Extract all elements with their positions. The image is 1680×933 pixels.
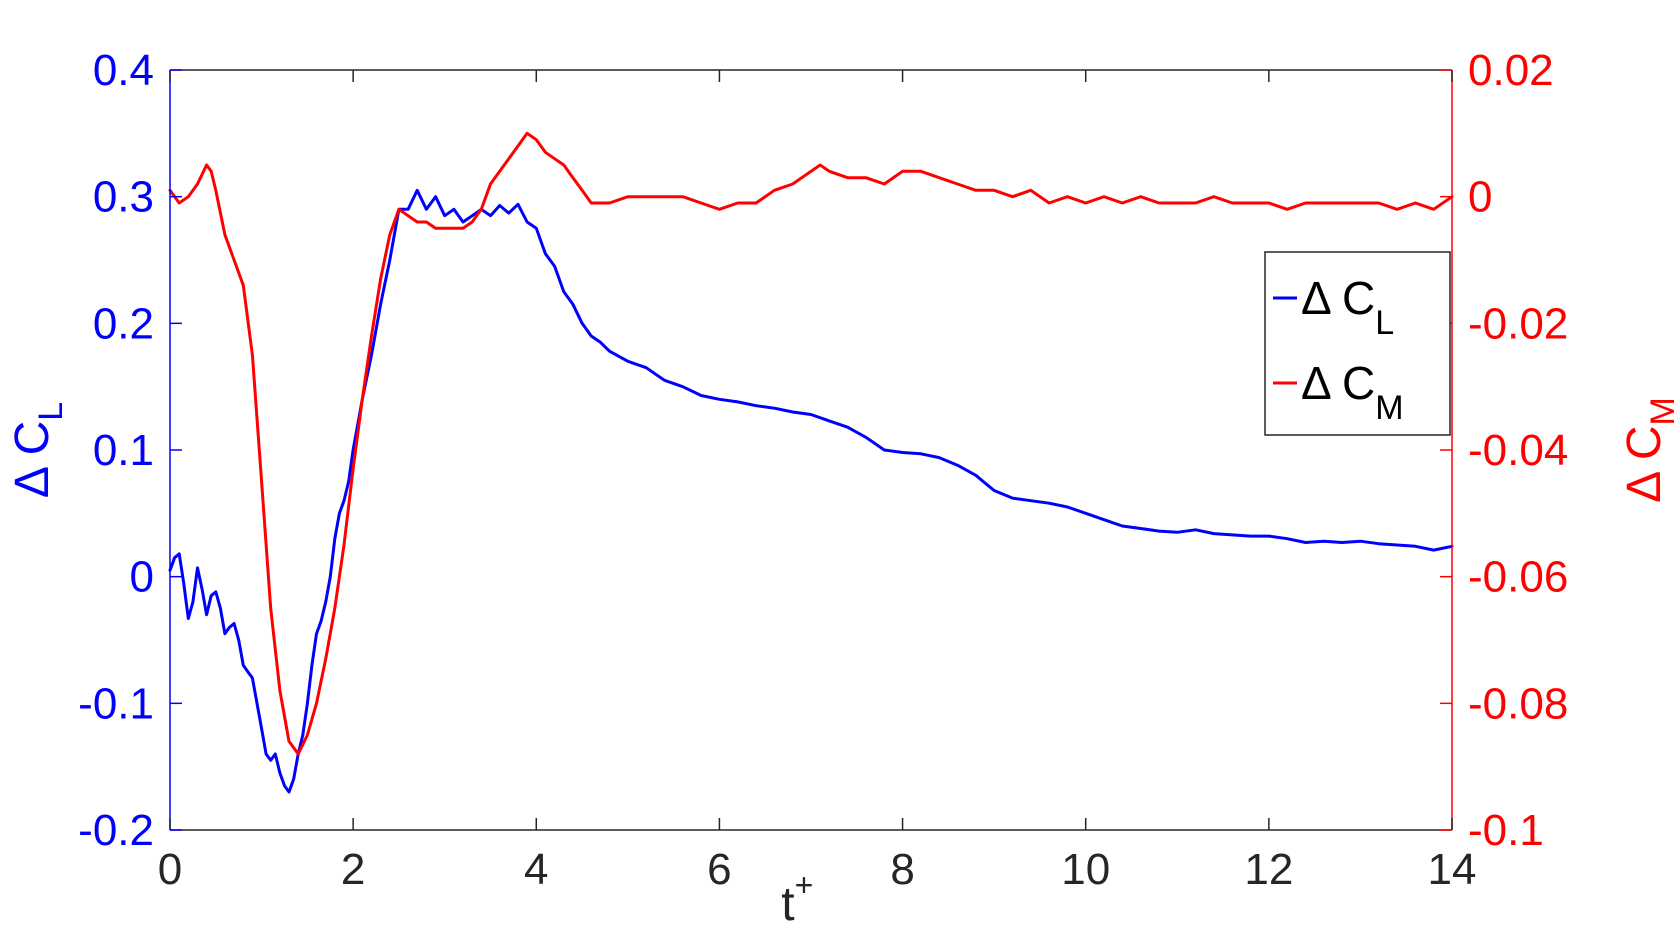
y-left-tick-label: -0.2: [78, 806, 154, 855]
y-right-tick-label: -0.06: [1468, 553, 1568, 602]
y-axis-label-left: Δ CL: [6, 402, 70, 498]
legend-label: Δ CL: [1301, 272, 1394, 342]
legend-box: [1264, 251, 1451, 436]
x-axis-label: t+: [781, 867, 813, 931]
y-right-tick-label: -0.04: [1468, 426, 1568, 475]
x-tick-label: 6: [707, 845, 731, 894]
y-axis-label-right: Δ CM: [1618, 397, 1680, 503]
x-tick-label: 8: [890, 845, 914, 894]
y-left-tick-label: 0.4: [93, 46, 154, 95]
y-right-tick-label: -0.1: [1468, 806, 1544, 855]
ticks-layer: 0 2 4 6 8 10 12 14 -0.2 -0.1 0 0.1 0.2 0.3 0.4 -0.1 -0.0…: [78, 46, 1568, 894]
x-tick-label: 0: [158, 845, 182, 894]
y-right-tick-label: -0.08: [1468, 679, 1568, 728]
x-tick-label: 10: [1061, 845, 1110, 894]
y-right-tick-label: 0: [1468, 173, 1492, 222]
x-tick-label: 14: [1428, 845, 1477, 894]
y-left-tick-label: 0.1: [93, 426, 154, 475]
labels-layer: t+ Δ CL Δ CM: [6, 397, 1680, 931]
plot-area: [170, 70, 1452, 830]
y-right-tick-label: 0.02: [1468, 46, 1554, 95]
y-left-tick-label: 0.3: [93, 173, 154, 222]
x-tick-label: 2: [341, 845, 365, 894]
y-left-tick-label: 0: [130, 553, 154, 602]
series-line-delta-cm: [168, 131, 1454, 756]
x-tick-label: 4: [524, 845, 548, 894]
x-tick-label: 12: [1244, 845, 1293, 894]
legend: Δ CL Δ CM: [1264, 251, 1451, 436]
y-right-tick-label: -0.02: [1468, 299, 1568, 348]
legend-label: Δ CM: [1301, 357, 1404, 427]
series-layer: [168, 131, 1454, 794]
y-left-tick-label: 0.2: [93, 299, 154, 348]
y-left-tick-label: -0.1: [78, 679, 154, 728]
series-line-delta-cl: [168, 188, 1454, 794]
